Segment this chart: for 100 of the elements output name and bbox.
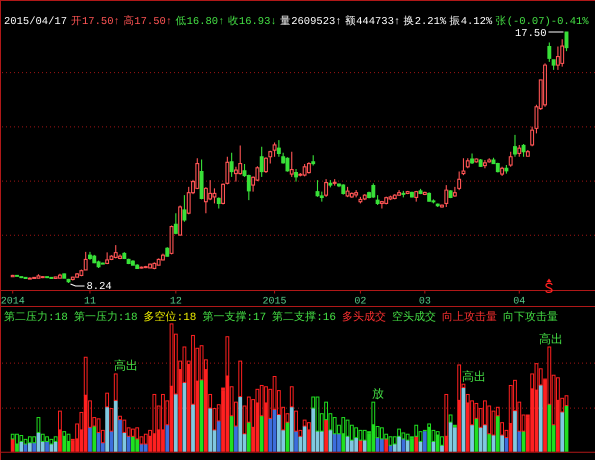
bar [182, 382, 186, 452]
bar [131, 436, 135, 452]
candlestick [482, 159, 487, 169]
candlestick [174, 212, 178, 235]
candlestick [105, 252, 110, 265]
text: 量2609523↑ [280, 15, 342, 28]
candlestick [564, 31, 568, 52]
candlestick [414, 190, 418, 202]
candlestick [444, 184, 448, 208]
bar [24, 444, 28, 452]
bar [538, 384, 543, 452]
bar [474, 418, 478, 452]
bar [354, 438, 358, 452]
bar [513, 410, 517, 452]
bar [54, 436, 58, 442]
bar [332, 417, 337, 434]
bar [492, 435, 496, 452]
bar [547, 404, 552, 452]
candlestick [508, 151, 513, 168]
bar [174, 394, 178, 452]
bar [354, 427, 358, 438]
candlestick [66, 278, 70, 284]
annotation: 第二支撑:16 [272, 310, 336, 324]
candlestick [354, 190, 358, 198]
candlestick [384, 196, 388, 205]
bar [126, 436, 131, 452]
bar [238, 360, 242, 398]
x-tick-label: 11 [84, 296, 96, 308]
bar [332, 434, 337, 452]
candlestick [130, 260, 135, 266]
bar [45, 441, 49, 452]
bar [122, 420, 126, 433]
bar [88, 427, 92, 452]
bar [36, 432, 40, 452]
annotation: 向下攻击量 [503, 310, 558, 324]
bar [504, 438, 508, 452]
bar [401, 438, 406, 452]
text: 高17.50↑ [123, 14, 172, 28]
annotation: 向上攻击量 [442, 310, 497, 324]
x-tick-label: 02 [354, 296, 366, 308]
candlestick [422, 191, 427, 196]
candlestick [380, 200, 384, 210]
bar [418, 441, 422, 452]
candlestick [517, 144, 522, 158]
bar [216, 420, 221, 452]
candlestick [504, 164, 508, 174]
candlestick [225, 156, 230, 185]
bar [110, 408, 114, 432]
candlestick [470, 152, 474, 165]
x-tick-label: 2015 [262, 296, 287, 308]
candlestick [58, 273, 62, 280]
bar [200, 380, 204, 452]
candlestick [92, 254, 96, 264]
candlestick [302, 163, 307, 177]
bar [448, 414, 452, 423]
candlestick [427, 192, 432, 202]
text: 张(-0.07)-0.41% [496, 14, 590, 28]
bar [462, 388, 466, 452]
candlestick [306, 162, 311, 174]
candlestick [436, 202, 440, 208]
text: 2015/04/17 [4, 16, 68, 28]
candlestick [148, 262, 152, 269]
x-tick-label: 2014 [0, 296, 25, 308]
bar [54, 441, 58, 452]
candlestick [135, 264, 140, 270]
candlestick [10, 274, 15, 278]
candlestick [324, 178, 328, 198]
candlestick [513, 134, 517, 158]
annotation: 高出 [114, 358, 138, 374]
candlestick [448, 190, 453, 199]
bar [427, 427, 432, 452]
candlestick [144, 265, 148, 269]
annotation: 第一压力:18 [74, 310, 138, 324]
annotation: 空头成交 [392, 310, 436, 324]
candlestick [70, 276, 75, 282]
bar [260, 416, 264, 452]
bar [238, 396, 242, 452]
candlestick [341, 184, 346, 196]
bar [96, 432, 100, 452]
candlestick [75, 272, 80, 278]
candlestick [358, 196, 362, 204]
bar [49, 438, 54, 444]
candlestick [526, 149, 530, 158]
bar [290, 406, 294, 452]
candlestick [88, 251, 92, 260]
candlestick [170, 224, 174, 255]
candlestick [522, 143, 526, 158]
annotation: 8.24 [86, 281, 112, 293]
bar [36, 417, 40, 433]
candlestick [260, 146, 264, 178]
bar [346, 436, 350, 452]
bar [380, 438, 384, 452]
bar [114, 373, 118, 401]
candlestick [401, 190, 406, 198]
bar [286, 422, 290, 452]
candlestick [543, 62, 547, 108]
candlestick [560, 38, 564, 68]
bar [246, 422, 251, 452]
bar [230, 416, 234, 452]
bar [28, 436, 32, 444]
